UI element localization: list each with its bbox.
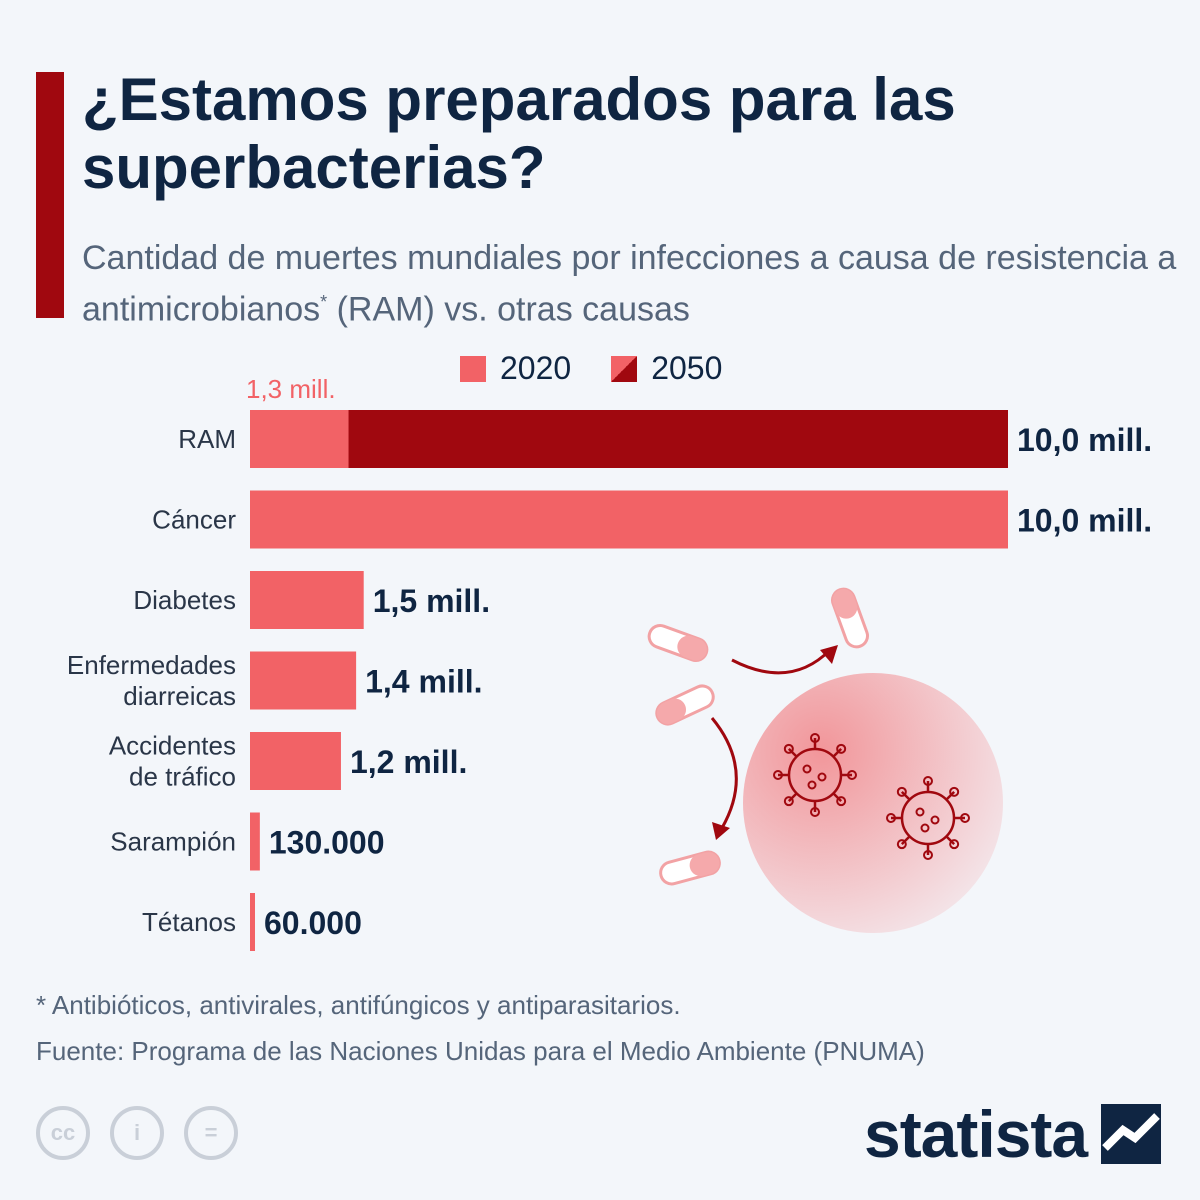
- ram-2020-annotation: 1,3 mill.: [246, 374, 336, 404]
- value-label: 1,2 mill.: [350, 744, 467, 780]
- virus-icon: [886, 776, 970, 860]
- statista-logo[interactable]: statista: [864, 1096, 1162, 1172]
- arrowhead-icon: [712, 822, 730, 840]
- category-label: Tétanos: [142, 907, 236, 937]
- bar-2020: [250, 893, 255, 951]
- bar-2020: [250, 732, 341, 790]
- value-label: 10,0 mill.: [1017, 422, 1152, 458]
- subtitle-text: Cantidad de muertes mundiales por infecc…: [82, 239, 1177, 329]
- value-label: 1,5 mill.: [373, 583, 490, 619]
- infection-circle: [743, 673, 1003, 933]
- chart-title: ¿Estamos preparados para las superbacter…: [82, 66, 956, 201]
- category-label: Sarampión: [110, 827, 236, 857]
- by-attribution-icon[interactable]: i: [110, 1106, 164, 1160]
- bar-2020: [250, 490, 1008, 549]
- pill-icon: [831, 587, 869, 649]
- subtitle-footnote-marker: *: [320, 292, 328, 312]
- chart-subtitle: Cantidad de muertes mundiales por infecc…: [82, 236, 1182, 331]
- pill-icon: [655, 684, 715, 726]
- footnote: * Antibióticos, antivirales, antifúngico…: [36, 990, 681, 1020]
- pill-icon: [647, 624, 709, 662]
- value-label: 10,0 mill.: [1017, 503, 1152, 539]
- category-label: Accidentes: [109, 731, 236, 761]
- legend-item-2020: 2020: [460, 350, 571, 387]
- category-label: Diabetes: [133, 585, 236, 615]
- bar-2020: [250, 651, 357, 710]
- pill-icon: [659, 850, 721, 886]
- bar-2020: [250, 571, 364, 629]
- source-note: Fuente: Programa de las Naciones Unidas …: [36, 1036, 925, 1066]
- value-label: 60.000: [264, 905, 362, 941]
- category-label: RAM: [178, 424, 236, 454]
- legend-label-2020: 2020: [500, 350, 572, 386]
- arrow-icon: [710, 717, 738, 829]
- value-label: 130.000: [269, 825, 385, 861]
- category-label: Enfermedades: [67, 650, 236, 680]
- arrow-icon: [731, 648, 832, 675]
- legend-swatch-2050: [611, 355, 638, 382]
- legend-label-2050: 2050: [651, 350, 723, 386]
- accent-bar: [36, 72, 64, 318]
- nd-equals-icon[interactable]: =: [184, 1106, 238, 1160]
- superbug-illustration: [647, 587, 1003, 933]
- bar-2020: [250, 812, 260, 871]
- virus-icon: [773, 733, 857, 817]
- brand-name: statista: [864, 1097, 1088, 1171]
- statista-mark-icon: [1101, 1104, 1162, 1164]
- bar-2050: [250, 410, 1008, 468]
- bar-2020: [250, 410, 349, 468]
- cc-icon[interactable]: cc: [36, 1106, 90, 1160]
- arrowhead-icon: [820, 645, 838, 664]
- category-label: diarreicas: [123, 681, 236, 711]
- value-label: 1,4 mill.: [365, 664, 482, 700]
- legend-item-2050: 2050: [611, 350, 722, 387]
- subtitle-tail: (RAM) vs. otras causas: [327, 290, 690, 329]
- category-label: Cáncer: [152, 505, 236, 535]
- legend-swatch-2020: [460, 355, 486, 382]
- legend: 2020 2050: [460, 350, 762, 387]
- category-label: de tráfico: [129, 762, 236, 792]
- license-icons: cc i =: [36, 1106, 258, 1160]
